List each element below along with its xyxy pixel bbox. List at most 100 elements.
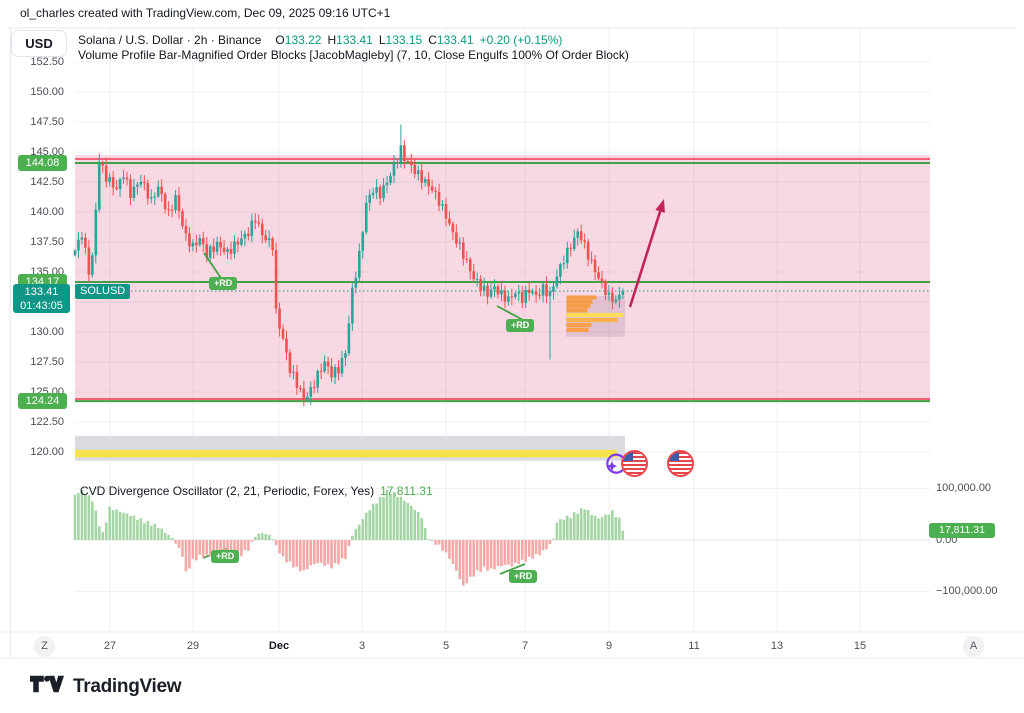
us-flag-event-icon-1[interactable] [621, 450, 648, 477]
us-flag-event-icon-2[interactable] [667, 450, 694, 477]
candle [479, 278, 482, 291]
oscillator-bar [226, 540, 229, 555]
candle [576, 231, 580, 238]
candle [205, 244, 209, 258]
oscillator-bar [236, 540, 240, 553]
oscillator-bar [472, 540, 476, 577]
oscillator-bar [434, 540, 437, 545]
candle [555, 276, 559, 287]
oscillator-bar [468, 540, 472, 577]
oscillator-bar [545, 540, 548, 550]
candle [583, 240, 586, 242]
price-tick-label: 140.00 [30, 205, 64, 218]
candle [195, 242, 198, 246]
candle [257, 222, 261, 224]
oscillator-bar [448, 540, 451, 559]
candle [621, 291, 625, 295]
tradingview-logo[interactable]: TradingView [30, 673, 182, 700]
candle [396, 162, 399, 164]
candle [80, 237, 84, 240]
oscillator-bar [146, 520, 150, 540]
oscillator-bar [531, 540, 534, 559]
candle [416, 170, 420, 175]
oscillator-bar [489, 540, 493, 569]
candle [118, 179, 122, 190]
candle [333, 367, 337, 378]
candle [323, 361, 326, 372]
candle [250, 220, 254, 237]
oscillator-bar [87, 495, 91, 540]
oscillator-bar [420, 518, 423, 540]
oscillator-bar [281, 540, 285, 557]
oscillator-bar [247, 540, 250, 551]
candle [309, 387, 313, 397]
candle [503, 290, 507, 302]
candle [357, 250, 361, 278]
oscillator-bar [215, 540, 219, 556]
candle [122, 177, 125, 180]
candle [448, 218, 451, 224]
candle [340, 357, 344, 374]
oscillator-bar [517, 540, 521, 565]
candle [455, 232, 458, 244]
price-tick-label: 142.50 [30, 175, 64, 188]
oscillator-bar [507, 540, 510, 565]
oscillator-bar [593, 515, 597, 540]
oscillator-bar [451, 540, 455, 565]
timezone-button[interactable]: Z [34, 636, 55, 657]
oscillator-bar [198, 540, 202, 555]
candle [562, 263, 566, 265]
candle [604, 280, 607, 295]
candle [170, 209, 174, 211]
candle [399, 145, 403, 163]
candle [527, 289, 531, 294]
candle [316, 370, 319, 388]
oscillator-tick-label: 0.00 [936, 533, 958, 546]
candle [618, 294, 621, 300]
oscillator-bar [295, 540, 299, 567]
oscillator-bar [354, 529, 358, 540]
oscillator-bar [80, 489, 84, 540]
oscillator-bar [403, 500, 406, 540]
candle [91, 255, 94, 275]
candle [278, 308, 281, 329]
oscillator-bar [129, 516, 132, 540]
oscillator-bar [285, 540, 288, 563]
oscillator-bar [618, 517, 621, 540]
candle [406, 160, 410, 162]
oscillator-bar [177, 540, 181, 549]
oscillator-bar [73, 494, 77, 540]
oscillator-bar [475, 540, 479, 571]
candle [160, 186, 163, 194]
oscillator-bar [181, 540, 184, 557]
oscillator-bar [486, 540, 489, 571]
candle [288, 352, 292, 373]
candle [441, 204, 444, 206]
candle [472, 271, 476, 280]
oscillator-bar [191, 540, 195, 559]
candle [146, 182, 150, 199]
candle [229, 249, 233, 254]
candle [489, 289, 493, 297]
candle [104, 165, 108, 182]
adjust-button[interactable]: A [963, 636, 984, 657]
candle [371, 192, 375, 195]
oscillator-bar [462, 540, 465, 586]
oscillator-bar [423, 528, 427, 540]
oscillator-bar [201, 540, 205, 558]
candle [569, 247, 573, 249]
oscillator-bar [357, 524, 361, 540]
oscillator-bar [243, 540, 247, 551]
oscillator-bar [278, 540, 281, 554]
currency-button[interactable]: USD [11, 30, 67, 57]
candle [475, 278, 479, 280]
candle [458, 242, 462, 244]
price-tick-label: 125.00 [30, 385, 64, 398]
oscillator-bar [430, 540, 434, 541]
oscillator-bar [333, 540, 337, 563]
price-tick-label: 147.50 [30, 115, 64, 128]
oscillator-bar [174, 540, 177, 544]
candle [520, 292, 524, 303]
